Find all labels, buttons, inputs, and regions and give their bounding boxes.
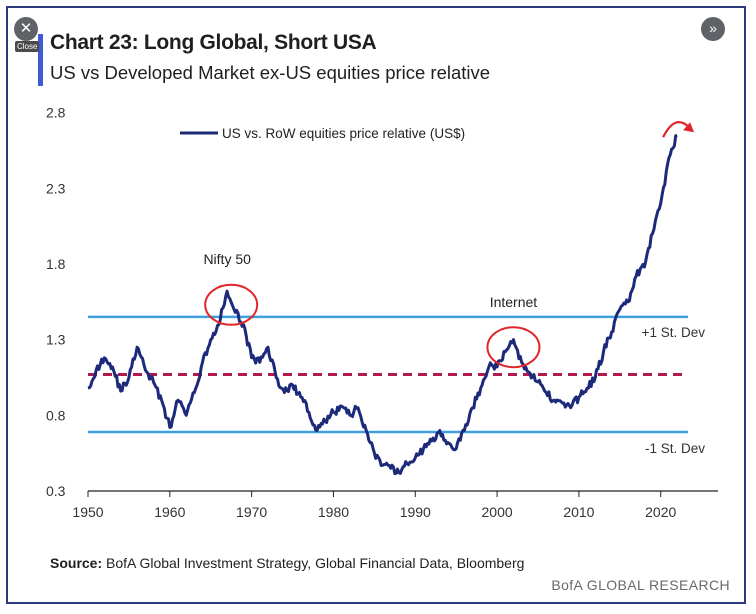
close-icon: ✕	[19, 20, 33, 37]
trend-arrow-head	[683, 122, 695, 133]
source-text: BofA Global Investment Strategy, Global …	[102, 555, 525, 571]
x-tick-label: 2010	[563, 504, 594, 520]
x-tick-label: 1980	[318, 504, 349, 520]
close-button[interactable]: ✕	[14, 17, 38, 41]
y-tick-label: 1.8	[46, 256, 66, 272]
brand-label: BofA GLOBAL RESEARCH	[551, 577, 730, 593]
next-button[interactable]: »	[701, 17, 725, 41]
annotation-label: Nifty 50	[203, 251, 251, 267]
legend-label: US vs. RoW equities price relative (US$)	[222, 126, 465, 141]
source-note: Source: BofA Global Investment Strategy,…	[50, 555, 524, 571]
annotation-circle	[204, 283, 259, 326]
x-tick-label: 1950	[72, 504, 103, 520]
x-tick-label: 1970	[236, 504, 267, 520]
x-tick-label: 1990	[400, 504, 431, 520]
trend-arrow	[662, 121, 690, 138]
x-tick-label: 2020	[645, 504, 676, 520]
y-tick-label: 1.3	[46, 332, 66, 348]
source-label: Source:	[50, 555, 103, 571]
x-tick-label: 1960	[154, 504, 185, 520]
y-tick-label: 0.8	[46, 407, 66, 423]
title-accent-bar	[38, 34, 43, 86]
y-tick-label: 2.3	[46, 180, 66, 196]
std-dev-label: -1 St. Dev	[645, 441, 705, 456]
annotation-label: Internet	[490, 294, 538, 310]
close-tooltip: Close	[15, 41, 40, 52]
chart-title: Chart 23: Long Global, Short USA	[50, 31, 377, 54]
double-chevron-right-icon: »	[709, 20, 717, 36]
chart-subtitle: US vs Developed Market ex-US equities pr…	[50, 62, 491, 83]
x-tick-label: 2000	[482, 504, 513, 520]
annotation-circle	[486, 326, 541, 369]
series-line	[87, 133, 678, 476]
y-tick-label: 2.8	[46, 105, 66, 121]
std-dev-label: +1 St. Dev	[642, 325, 706, 340]
y-tick-label: 0.3	[46, 483, 66, 499]
